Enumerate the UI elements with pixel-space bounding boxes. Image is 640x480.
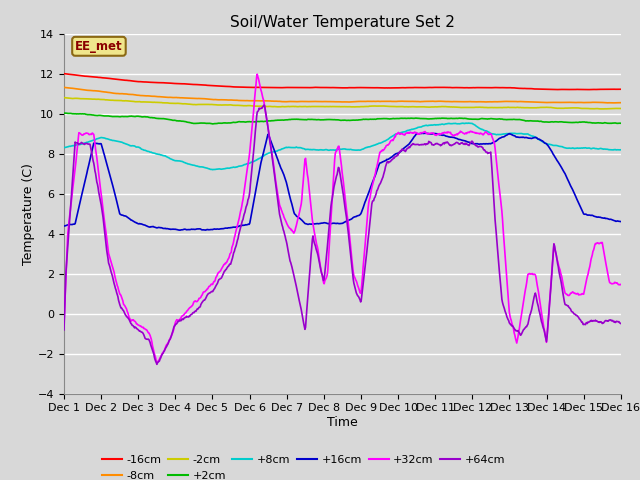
X-axis label: Time: Time (327, 416, 358, 429)
Title: Soil/Water Temperature Set 2: Soil/Water Temperature Set 2 (230, 15, 455, 30)
Text: EE_met: EE_met (75, 40, 123, 53)
Y-axis label: Temperature (C): Temperature (C) (22, 163, 35, 264)
Legend: -16cm, -8cm, -2cm, +2cm, +8cm, +16cm, +32cm, +64cm: -16cm, -8cm, -2cm, +2cm, +8cm, +16cm, +3… (97, 451, 509, 480)
